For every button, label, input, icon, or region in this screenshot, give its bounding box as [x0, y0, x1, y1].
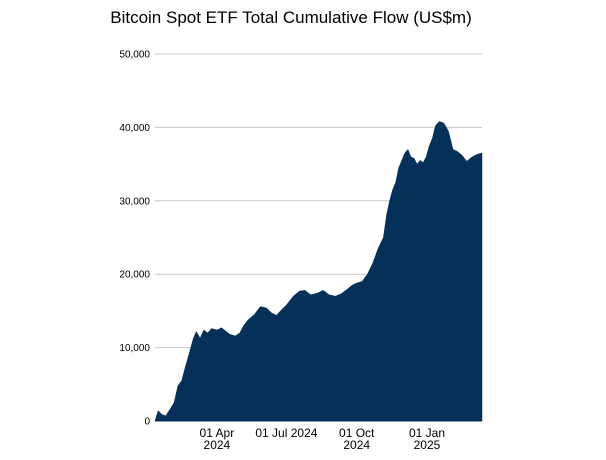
cumulative-flow-area [154, 121, 483, 422]
x-tick-label: 01 Oct [339, 426, 375, 440]
chart-title: Bitcoin Spot ETF Total Cumulative Flow (… [110, 8, 472, 27]
y-tick-label: 10,000 [119, 343, 150, 354]
y-tick-label: 40,000 [119, 123, 150, 134]
x-tick-label-year: 2025 [414, 438, 441, 452]
y-axis-tick-labels: 0 10,000 20,000 30,000 40,000 50,000 [119, 50, 150, 428]
x-tick-label: 01 Jan [409, 426, 445, 440]
plot-area [154, 121, 483, 422]
x-tick-label-year: 2024 [343, 438, 370, 452]
x-tick-label: 01 Apr [200, 426, 235, 440]
y-tick-label: 20,000 [119, 270, 150, 281]
x-tick-label-year: 2024 [204, 438, 231, 452]
y-tick-label: 0 [144, 417, 150, 428]
y-tick-label: 30,000 [119, 196, 150, 207]
x-tick-label: 01 Jul 2024 [255, 426, 317, 440]
y-tick-label: 50,000 [119, 50, 150, 61]
